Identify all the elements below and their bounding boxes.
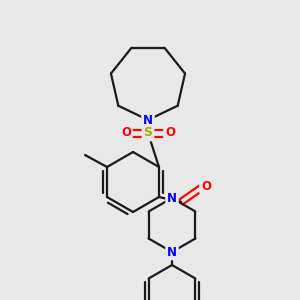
Text: N: N <box>167 245 177 259</box>
Text: O: O <box>165 127 175 140</box>
Text: O: O <box>201 179 211 193</box>
Text: O: O <box>121 127 131 140</box>
Text: N: N <box>143 113 153 127</box>
Text: S: S <box>143 127 152 140</box>
Text: N: N <box>167 191 177 205</box>
